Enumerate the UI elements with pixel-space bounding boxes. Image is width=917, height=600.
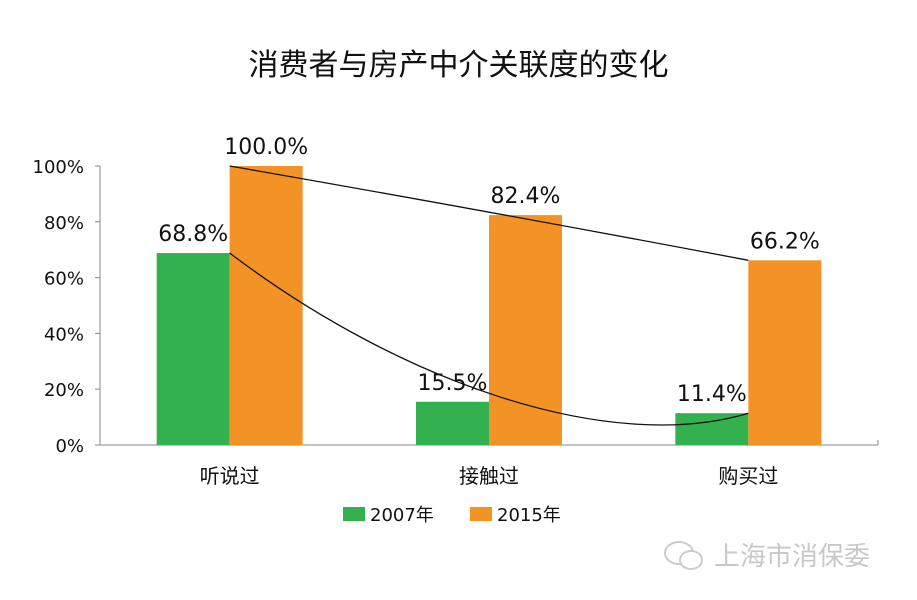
bar-2007年-听说过 — [156, 253, 230, 445]
x-tick-label: 购买过 — [718, 464, 778, 488]
legend-swatch-2015年 — [470, 507, 492, 521]
data-label: 82.4% — [491, 184, 561, 209]
legend-swatch-2007年 — [343, 507, 365, 521]
data-label: 68.8% — [158, 222, 228, 247]
bar-2007年-购买过 — [675, 413, 749, 445]
legend-label: 2015年 — [497, 505, 561, 526]
y-tick-label: 80% — [44, 213, 84, 234]
trend-line-2015 — [229, 165, 749, 261]
y-tick-label: 40% — [44, 324, 84, 345]
wechat-icon — [664, 540, 703, 570]
bar-2007年-接触过 — [416, 401, 489, 445]
watermark-text: 上海市消保委 — [714, 542, 871, 572]
data-label: 11.4% — [677, 382, 747, 407]
data-label: 15.5% — [418, 371, 488, 396]
bar-2015年-接触过 — [489, 215, 562, 445]
chart-title: 消费者与房产中介关联度的变化 — [248, 48, 669, 83]
y-tick-label: 100% — [33, 157, 84, 178]
x-tick-label: 听说过 — [200, 464, 260, 488]
trend-line-2007 — [229, 252, 749, 426]
data-label: 100.0% — [224, 135, 308, 160]
legend-label: 2007年 — [370, 505, 434, 526]
y-tick-label: 0% — [55, 436, 84, 457]
data-label: 66.2% — [750, 229, 820, 254]
y-tick-label: 60% — [44, 269, 84, 290]
x-tick-label: 接触过 — [459, 464, 519, 488]
bar-2015年-购买过 — [748, 260, 822, 445]
watermark: 上海市消保委 — [662, 536, 870, 573]
bar-2015年-听说过 — [229, 166, 303, 445]
y-tick-label: 20% — [44, 380, 84, 401]
